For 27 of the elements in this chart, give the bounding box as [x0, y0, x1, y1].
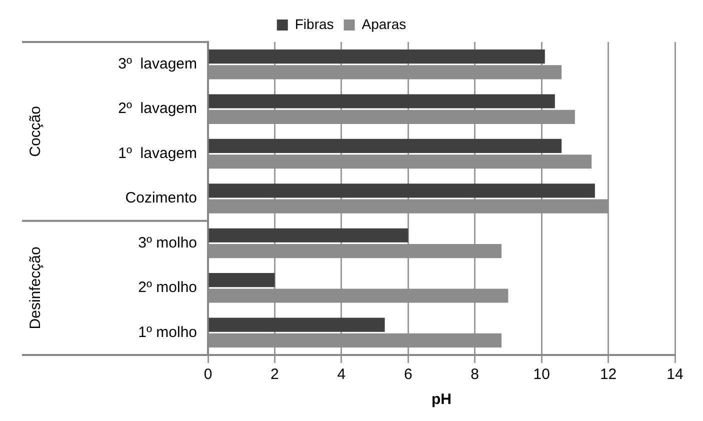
bar — [208, 184, 595, 198]
x-tick-label: 10 — [533, 366, 550, 384]
y-tick-label: Cozimento — [125, 190, 197, 207]
bar — [208, 94, 555, 108]
legend-label: Aparas — [362, 16, 406, 32]
y-tick-label: 1º lavagem — [118, 144, 197, 162]
x-tick-label: 0 — [204, 366, 212, 384]
x-tick-label: 8 — [470, 366, 480, 384]
text: Cocção — [27, 106, 44, 157]
x-tick-label: 6 — [404, 366, 412, 384]
bar — [208, 228, 408, 242]
x-tick-label: 14 — [666, 366, 684, 384]
y-tick-label: 2º molho — [138, 279, 197, 296]
x-axis-title: pH — [432, 391, 452, 408]
x-tick-label: 12 — [600, 366, 617, 384]
y-tick-label: 3º molho — [138, 234, 197, 252]
bar — [208, 273, 275, 288]
y-tick-label: 3º lavagem — [118, 56, 197, 72]
x-tick-label: 2 — [270, 366, 279, 384]
bar — [208, 318, 385, 332]
legend-label: Fibras — [294, 16, 334, 32]
y-tick-label: 1º molho — [138, 324, 197, 341]
x-tick-label: 4 — [337, 366, 346, 384]
bar — [208, 138, 562, 154]
bar — [208, 49, 545, 64]
y-tick-label: 2º lavagem — [118, 100, 197, 118]
text: Desinfecção — [27, 246, 44, 330]
